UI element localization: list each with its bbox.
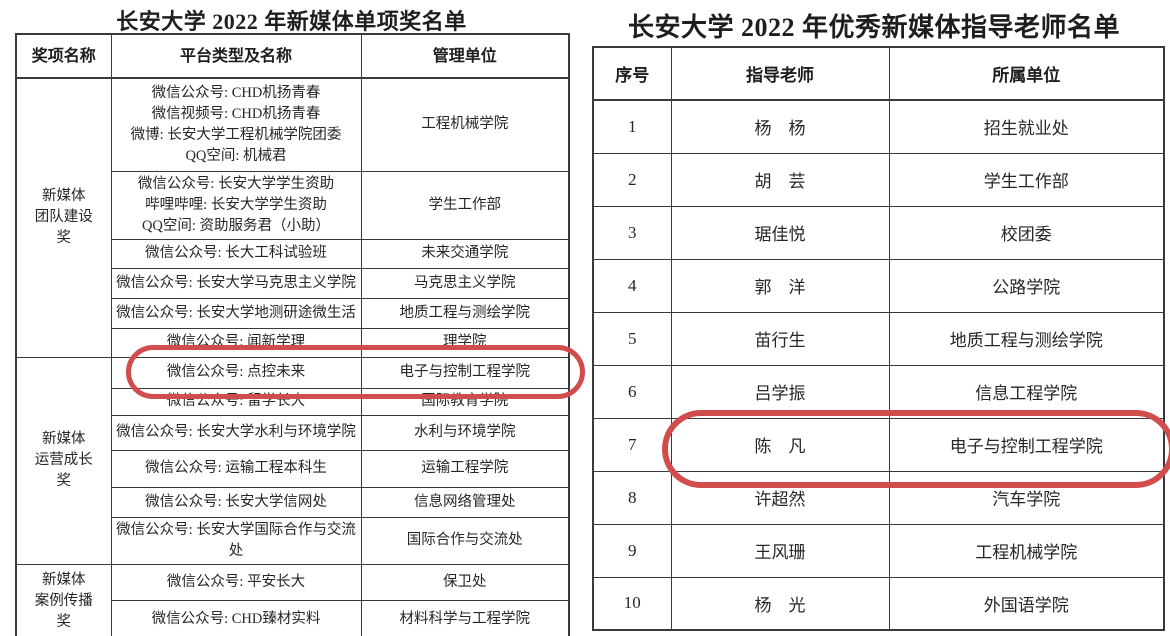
teacher-name-cell: 琚佳悦 xyxy=(670,205,890,260)
platform-cell: 微信公众号: CHD机扬青春 微信视频号: CHD机扬青春 微博: 长安大学工程机械… xyxy=(110,77,362,172)
managing-unit-cell: 马克思主义学院 xyxy=(360,267,570,299)
teacher-name-cell: 杨 杨 xyxy=(670,99,890,154)
teacher-name-cell: 苗行生 xyxy=(670,311,890,366)
awards-row: 微信公众号: 长安大学国际合作与交流处 国际合作与交流处 xyxy=(16,516,570,565)
teacher-name-cell: 郭 洋 xyxy=(670,258,890,313)
platform-cell: 微信公众号: 长安大学学生资助 哔哩哔哩: 长安大学学生资助 QQ空间: 资助服务君… xyxy=(110,170,362,240)
awards-col-award-name: 奖项名称 xyxy=(15,33,112,79)
teacher-row: 6 吕学振 信息工程学院 xyxy=(592,364,1165,419)
awards-row: 微信公众号: 闻新学理 理学院 xyxy=(16,327,570,358)
platform-cell: 微信公众号: 长安大学水利与环境学院 xyxy=(110,414,362,451)
teacher-name-cell: 王风珊 xyxy=(670,523,890,578)
managing-unit-cell: 保卫处 xyxy=(360,563,570,601)
teacher-unit-cell: 校团委 xyxy=(888,205,1165,260)
teacher-row: 8 许超然 汽车学院 xyxy=(592,470,1165,525)
row-number-cell: 6 xyxy=(592,364,672,419)
teachers-table-header-row: 序号 指导老师 所属单位 xyxy=(592,46,1165,101)
row-number-cell: 4 xyxy=(592,258,672,313)
awards-row-highlighted: 新媒体 运营成长奖微信公众号: 点控未来 电子与控制工程学院 xyxy=(15,356,570,565)
awards-table: 奖项名称 平台类型及名称 管理单位 新媒体 团队建设奖微信公众号: CHD机扬青春… xyxy=(15,33,570,636)
teacher-row: 3 琚佳悦 校团委 xyxy=(592,205,1165,260)
managing-unit-cell: 理学院 xyxy=(360,327,570,358)
awards-row: 微信公众号: CHD臻材实料 材料科学与工程学院 xyxy=(16,599,570,636)
platform-cell: 微信公众号: 长安大学地测研途微生活 xyxy=(110,297,362,329)
awards-row: 微信公众号: 长安大学学生资助 哔哩哔哩: 长安大学学生资助 QQ空间: 资助服务君… xyxy=(16,170,570,240)
teacher-name-cell: 胡 芸 xyxy=(670,152,890,207)
managing-unit-cell: 国际教育学院 xyxy=(360,387,570,416)
awards-row: 微信公众号: 长安大学马克思主义学院 马克思主义学院 xyxy=(16,267,570,299)
managing-unit-cell: 材料科学与工程学院 xyxy=(360,599,570,636)
managing-unit-cell: 未来交通学院 xyxy=(360,238,570,269)
row-number-cell: 8 xyxy=(592,470,672,525)
platform-cell: 微信公众号: 闻新学理 xyxy=(110,327,362,358)
teacher-unit-cell: 学生工作部 xyxy=(888,152,1165,207)
teachers-col-unit: 所属单位 xyxy=(888,46,1165,101)
awards-table-body: 新媒体 团队建设奖微信公众号: CHD机扬青春 微信视频号: CHD机扬青春 微博: … xyxy=(15,77,570,636)
teacher-unit-cell: 公路学院 xyxy=(888,258,1165,313)
awards-row: 微信公众号: 长安大学信网处 信息网络管理处 xyxy=(16,486,570,518)
managing-unit-cell: 电子与控制工程学院 xyxy=(360,356,570,389)
teachers-col-teacher: 指导老师 xyxy=(670,46,890,101)
managing-unit-cell: 水利与环境学院 xyxy=(360,414,570,451)
platform-cell: 微信公众号: 长大工科试验班 xyxy=(110,238,362,269)
row-number-cell: 5 xyxy=(592,311,672,366)
teacher-unit-cell: 工程机械学院 xyxy=(888,523,1165,578)
teacher-unit-cell: 信息工程学院 xyxy=(888,364,1165,419)
teacher-unit-cell: 招生就业处 xyxy=(888,99,1165,154)
awards-row: 微信公众号: 长安大学水利与环境学院 水利与环境学院 xyxy=(16,414,570,451)
platform-cell: 微信公众号: 点控未来 xyxy=(110,356,362,389)
awards-row: 微信公众号: 长安大学地测研途微生活 地质工程与测绘学院 xyxy=(16,297,570,329)
platform-cell: 微信公众号: 运输工程本科生 xyxy=(110,449,362,488)
awards-col-unit: 管理单位 xyxy=(360,33,570,79)
row-number-cell: 9 xyxy=(592,523,672,578)
managing-unit-cell: 地质工程与测绘学院 xyxy=(360,297,570,329)
managing-unit-cell: 信息网络管理处 xyxy=(360,486,570,518)
teacher-row: 9 王风珊 工程机械学院 xyxy=(592,523,1165,578)
platform-cell: 微信公众号: 长安大学信网处 xyxy=(110,486,362,518)
awards-row: 微信公众号: 运输工程本科生 运输工程学院 xyxy=(16,449,570,488)
teacher-unit-cell: 汽车学院 xyxy=(888,470,1165,525)
award-name-cell: 新媒体 团队建设奖 xyxy=(15,77,112,358)
awards-row: 微信公众号: 长大工科试验班 未来交通学院 xyxy=(16,238,570,269)
platform-cell: 微信公众号: 长安大学国际合作与交流处 xyxy=(110,516,362,565)
row-number-cell: 7 xyxy=(592,417,672,472)
left-table-title: 长安大学 2022 年新媒体单项奖名单 xyxy=(116,9,467,34)
teacher-name-cell: 吕学振 xyxy=(670,364,890,419)
teacher-name-cell: 许超然 xyxy=(670,470,890,525)
teacher-unit-cell: 外国语学院 xyxy=(888,576,1165,631)
managing-unit-cell: 学生工作部 xyxy=(360,170,570,240)
row-number-cell: 10 xyxy=(592,576,672,631)
teacher-unit-cell: 电子与控制工程学院 xyxy=(888,417,1165,472)
awards-row: 新媒体 案例传播奖微信公众号: 平安长大 保卫处 xyxy=(15,563,570,636)
teacher-name-cell: 杨 光 xyxy=(670,576,890,631)
awards-table-header-row: 奖项名称 平台类型及名称 管理单位 xyxy=(15,33,570,79)
platform-cell: 微信公众号: 留学长大 xyxy=(110,387,362,416)
row-number-cell: 2 xyxy=(592,152,672,207)
teachers-col-no: 序号 xyxy=(592,46,672,101)
platform-cell: 微信公众号: CHD臻材实料 xyxy=(110,599,362,636)
platform-cell: 微信公众号: 长安大学马克思主义学院 xyxy=(110,267,362,299)
managing-unit-cell: 运输工程学院 xyxy=(360,449,570,488)
platform-cell: 微信公众号: 平安长大 xyxy=(110,563,362,601)
managing-unit-cell: 国际合作与交流处 xyxy=(360,516,570,565)
awards-col-platform: 平台类型及名称 xyxy=(110,33,362,79)
row-number-cell: 3 xyxy=(592,205,672,260)
award-name-cell: 新媒体 运营成长奖 xyxy=(15,356,112,565)
teacher-unit-cell: 地质工程与测绘学院 xyxy=(888,311,1165,366)
awards-row: 新媒体 团队建设奖微信公众号: CHD机扬青春 微信视频号: CHD机扬青春 微博: … xyxy=(15,77,570,358)
right-table-title: 长安大学 2022 年优秀新媒体指导老师名单 xyxy=(627,13,1120,42)
teacher-name-cell: 陈 凡 xyxy=(670,417,890,472)
award-name-cell: 新媒体 案例传播奖 xyxy=(15,563,112,636)
row-number-cell: 1 xyxy=(592,99,672,154)
teacher-row: 10 杨 光外国语学院 xyxy=(592,576,1165,631)
managing-unit-cell: 工程机械学院 xyxy=(360,77,570,172)
teacher-row: 5 苗行生 地质工程与测绘学院 xyxy=(592,311,1165,366)
